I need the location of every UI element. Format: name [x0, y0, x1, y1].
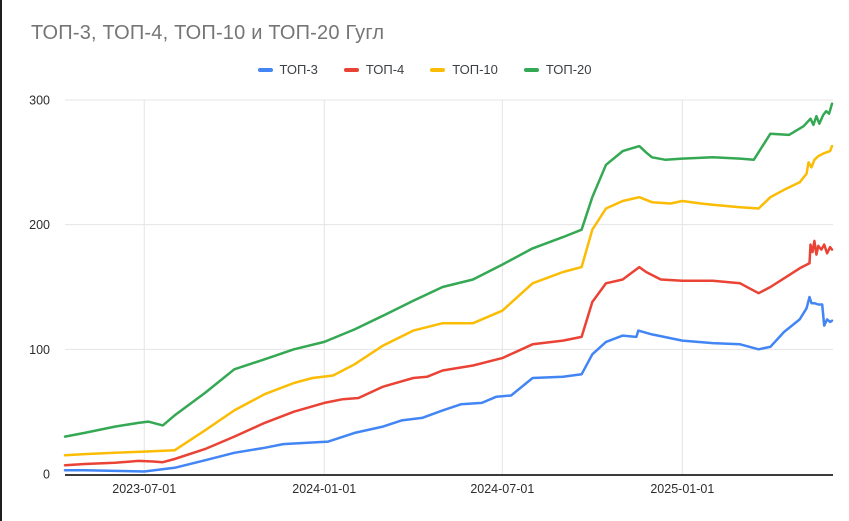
legend-swatch-top20-icon: [523, 67, 539, 72]
legend-label-top20: ТОП-20: [545, 62, 592, 77]
svg-text:200: 200: [29, 218, 50, 232]
legend-item-top4[interactable]: ТОП-4: [343, 62, 405, 77]
svg-text:2024-01-01: 2024-01-01: [292, 482, 356, 496]
legend-item-top10[interactable]: ТОП-10: [430, 62, 498, 77]
svg-text:2023-07-01: 2023-07-01: [112, 482, 176, 496]
legend-label-top4: ТОП-4: [365, 62, 405, 77]
chart-legend: ТОП-3 ТОП-4 ТОП-10 ТОП-20: [0, 62, 849, 77]
svg-text:2025-01-01: 2025-01-01: [650, 482, 714, 496]
svg-text:300: 300: [29, 94, 50, 108]
legend-item-top20[interactable]: ТОП-20: [523, 62, 592, 77]
legend-item-top3[interactable]: ТОП-3: [257, 62, 318, 77]
legend-swatch-top10-icon: [430, 67, 446, 72]
legend-label-top3: ТОП-3: [279, 62, 318, 77]
chart-title: ТОП-3, ТОП-4, ТОП-10 и ТОП-20 Гугл: [31, 22, 385, 44]
svg-text:0: 0: [43, 468, 50, 482]
svg-text:100: 100: [29, 343, 50, 357]
svg-text:2024-07-01: 2024-07-01: [470, 482, 534, 496]
window-left-border: [0, 0, 2, 521]
legend-label-top10: ТОП-10: [452, 62, 498, 77]
legend-swatch-top3-icon: [257, 67, 273, 72]
legend-swatch-top4-icon: [343, 67, 359, 72]
